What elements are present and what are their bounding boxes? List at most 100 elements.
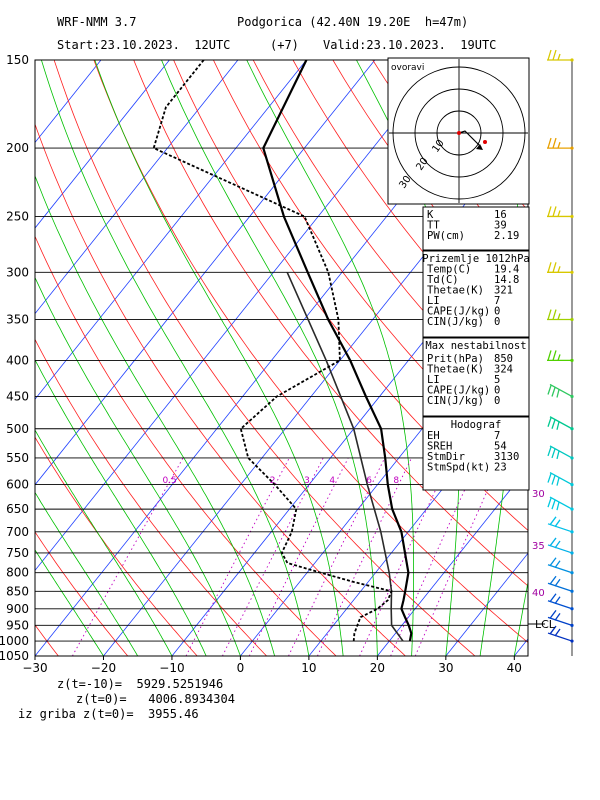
max-instability-panel-key: CIN(J/kg) [427,395,484,407]
pressure-tick-label: 550 [6,451,29,465]
wind-barb [547,472,574,487]
isotherm-line [35,60,170,229]
mixing-ratio-line [288,457,386,656]
temperature-tick-label: 10 [301,661,316,675]
hodograph-trace [458,130,482,148]
lcl-label: LCL [535,618,556,631]
pressure-tick-label: 350 [6,313,29,327]
max-instability-panel-key: Prit(hPa) [427,353,484,365]
surface-panel-value: 19.4 [494,264,519,276]
temperature-tick-label: 40 [507,661,522,675]
pressure-tick-label: 850 [6,584,29,598]
surface-panel-value: 321 [494,285,513,297]
isotherm-line [35,60,444,572]
indices-panel-value: 16 [494,209,507,221]
mixing-ratio-line [316,457,412,656]
indices-panel-key: PW(cm) [427,230,465,242]
wind-barb [547,496,574,511]
max-instability-panel-value: 0 [494,395,500,407]
pressure-tick-label: 400 [6,353,29,367]
surface-panel-value: 0 [494,316,500,328]
station-title: Podgorica (42.40N 19.20E h=47m) [237,15,469,29]
moist-adiabat-line [94,60,344,656]
temperature-tick-label: 30 [438,661,453,675]
moist-adiabat-line [35,174,276,656]
pressure-tick-label: 150 [6,53,29,67]
pressure-tick-label: 650 [6,502,29,516]
pressure-tick-label: 500 [6,422,29,436]
max-instability-panel-key: LI [427,374,440,386]
surface-panel-key: Temp(C) [427,264,471,276]
pressure-tick-label: 900 [6,602,29,616]
isotherm-line [308,381,528,656]
isotherm-line [171,210,528,656]
surface-panel-key: LI [427,295,440,307]
hodograph-stats-panel-key: StmSpd(kt) [427,462,490,474]
mixing-ratio-label: 0.5 [163,476,177,486]
hodograph-label: ovoravi [391,63,424,73]
mixing-ratio-label: 3 [304,476,310,486]
isotherm-line [35,60,307,400]
wind-speed-label: 30 [532,489,545,500]
storm-motion-arrow [476,144,483,150]
parcel-profile-line [286,271,404,642]
surface-panel-key: Td(C) [427,274,459,286]
wind-speed-label: 40 [532,588,545,599]
temperature-tick-label: 20 [370,661,385,675]
dry-adiabat-line [35,436,198,656]
max-instability-panel-title: Max nestabilnost [425,340,526,352]
start-time: Start:23.10.2023. 12UTC [57,38,231,52]
wind-barb [547,593,574,611]
dry-adiabat-line [35,338,267,656]
surface-panel-title: Prizemlje 1012hPa [422,253,529,265]
mixing-ratio-line [222,457,324,656]
isotherm-line [583,60,600,656]
indices-panel: K 16 TT 39 PW(cm) 2.19 [422,206,530,251]
max-instability-panel-value: 324 [494,364,513,376]
surface-panel-value: 7 [494,295,500,307]
isotherm-line [445,552,528,656]
max-instability-panel-value: 5 [494,374,500,386]
model-name: WRF-NMM 3.7 [57,15,137,29]
surface-panel-key: CAPE(J/kg) [427,306,490,318]
hodograph-stats-panel: Hodograf EH 7 SREH 54 StmDir 3130 StmSpd(kt) 23 [422,416,530,491]
max-instability-panel-value: 850 [494,353,513,365]
surface-panel-key: Thetae(K) [427,285,484,297]
mixing-ratio-label: 4 [329,476,335,486]
hodograph-stats-panel-value: 54 [494,441,507,453]
temperature-profile-line [262,60,413,642]
max-instability-panel-value: 0 [494,385,500,397]
wind-barb [547,49,574,62]
pressure-tick-label: 700 [6,525,29,539]
wind-barb [547,206,574,219]
dewpoint-profile-line [152,60,393,642]
wind-barb [547,537,574,555]
mixing-ratio-line [248,457,349,656]
indices-panel-value: 2.19 [494,230,519,242]
pressure-tick-label: 200 [6,141,29,155]
temperature-tick-label: −10 [159,661,184,675]
moist-adiabat-line [161,60,378,656]
z-minus10: z(t=-10)= 5929.5251946 [57,677,224,691]
pressure-tick-label: 750 [6,546,29,560]
wind-barb [547,516,574,534]
hodograph-stats-panel-value: 7 [494,430,500,442]
hodograph-storm-marker [483,140,487,144]
z-zero: z(t=0)= 4006.8934304 [76,692,235,706]
pressure-tick-label: 250 [6,209,29,223]
pressure-tick-label: 1050 [0,649,29,663]
pressure-tick-label: 600 [6,478,29,492]
pressure-tick-label: 1000 [0,634,29,648]
pressure-tick-label: 450 [6,389,29,403]
surface-panel-value: 0 [494,306,500,318]
indices-panel-key: K [427,209,434,221]
surface-panel-value: 14.8 [494,274,519,286]
mixing-ratio-label: 6 [366,476,372,486]
hodograph-stats-panel-value: 3130 [494,451,519,463]
wind-barb [547,309,574,322]
mixing-ratio-label: 8 [393,476,399,486]
mixing-ratio-label: 2 [270,476,276,486]
wind-barb [547,575,574,593]
wind-barb [547,416,574,431]
